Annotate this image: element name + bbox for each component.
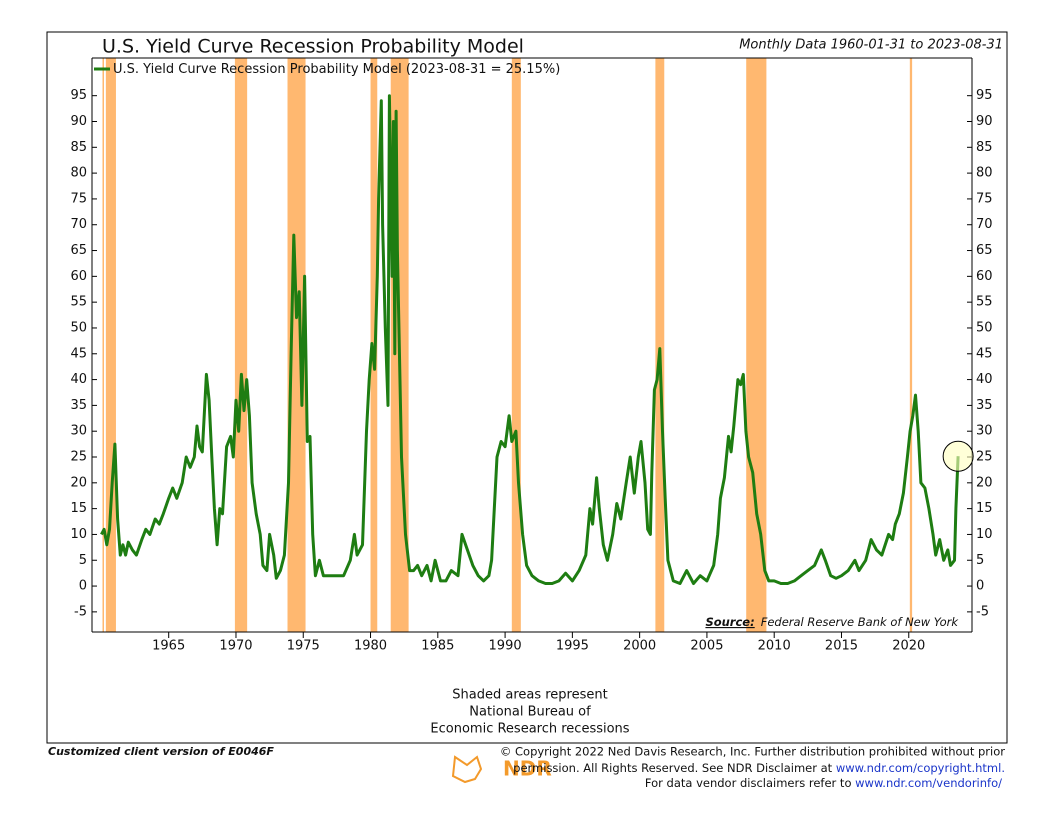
y-tick-label: 75 bbox=[70, 191, 87, 206]
note-line: National Bureau of bbox=[469, 705, 591, 720]
note-line: Shaded areas represent bbox=[452, 688, 607, 703]
vendor-text: For data vendor disclaimers refer to bbox=[645, 776, 852, 790]
y-tick-label: 30 bbox=[70, 424, 87, 439]
legend-label: U.S. Yield Curve Recession Probability M… bbox=[113, 62, 560, 77]
y-tick-label: 55 bbox=[70, 295, 87, 310]
y-tick-label: 95 bbox=[70, 88, 87, 103]
y2-tick-label: 75 bbox=[976, 191, 993, 206]
y2-tick-label: 30 bbox=[976, 424, 993, 439]
y2-tick-label: -5 bbox=[976, 604, 989, 619]
source-label: Source: bbox=[705, 615, 754, 629]
recession-band bbox=[287, 58, 306, 632]
x-tick-label: 2015 bbox=[825, 639, 858, 654]
y-tick-label: 25 bbox=[70, 450, 87, 465]
recession-band bbox=[234, 58, 248, 632]
note-line: Economic Research recessions bbox=[430, 722, 629, 737]
y-tick-label: 50 bbox=[70, 320, 87, 335]
legend-name: U.S. Yield Curve Recession Probability M… bbox=[113, 62, 402, 77]
x-tick-label: 1980 bbox=[354, 639, 387, 654]
y2-tick-label: 55 bbox=[976, 295, 993, 310]
y2-tick-label: 95 bbox=[976, 88, 993, 103]
legend-note: (2023-08-31 = 25.15%) bbox=[406, 62, 560, 77]
y-tick-label: 40 bbox=[70, 372, 87, 387]
y-tick-label: 10 bbox=[70, 527, 87, 542]
recession-band bbox=[105, 58, 116, 632]
x-tick-label: 1965 bbox=[152, 639, 185, 654]
y2-tick-label: 60 bbox=[976, 269, 993, 284]
permission: permission. All Rights Reserved. See NDR… bbox=[513, 761, 1005, 775]
logo-icon bbox=[451, 755, 483, 784]
y-tick-label: 0 bbox=[79, 579, 87, 594]
y-tick-label: 20 bbox=[70, 475, 87, 490]
y-tick-label: 35 bbox=[70, 398, 87, 413]
y2-tick-label: 65 bbox=[976, 243, 993, 258]
y2-tick-label: 20 bbox=[976, 475, 993, 490]
y2-tick-label: 50 bbox=[976, 320, 993, 335]
y-tick-label: 45 bbox=[70, 346, 87, 361]
y2-tick-label: 5 bbox=[976, 553, 984, 568]
last-value-highlight bbox=[942, 440, 974, 472]
frame bbox=[46, 31, 1008, 744]
x-tick-label: 1990 bbox=[489, 639, 522, 654]
y-tick-label: -5 bbox=[74, 604, 87, 619]
y-tick-label: 15 bbox=[70, 501, 87, 516]
recession-band bbox=[655, 58, 665, 632]
x-tick-label: 2005 bbox=[690, 639, 723, 654]
y2-tick-label: 80 bbox=[976, 166, 993, 181]
link[interactable]: www.ndr.com/copyright.html. bbox=[836, 761, 1005, 775]
y-tick-label: 80 bbox=[70, 166, 87, 181]
x-tick-label: 1995 bbox=[556, 639, 589, 654]
y2-tick-label: 90 bbox=[976, 114, 993, 129]
recession-band bbox=[909, 58, 913, 632]
permission-text: permission. All Rights Reserved. See NDR… bbox=[513, 761, 833, 775]
source: Source: Federal Reserve Bank of New York bbox=[705, 615, 959, 629]
x-tick-label: 2000 bbox=[623, 639, 656, 654]
x-tick-label: 1985 bbox=[421, 639, 454, 654]
recession-band bbox=[102, 58, 104, 632]
x-tick-label: 2010 bbox=[758, 639, 791, 654]
recession-band bbox=[511, 58, 521, 632]
x-tick-label: 1970 bbox=[219, 639, 252, 654]
y2-tick-label: 45 bbox=[976, 346, 993, 361]
x-tick-label: 2020 bbox=[892, 639, 925, 654]
y2-tick-label: 70 bbox=[976, 217, 993, 232]
recession-band bbox=[746, 58, 767, 632]
series-line bbox=[100, 94, 960, 585]
y2-tick-label: 40 bbox=[976, 372, 993, 387]
y-tick-label: 5 bbox=[79, 553, 87, 568]
vendor: For data vendor disclaimers refer to www… bbox=[645, 776, 1002, 790]
y2-tick-label: 0 bbox=[976, 579, 984, 594]
y2-tick-label: 25 bbox=[976, 450, 993, 465]
y-tick-label: 90 bbox=[70, 114, 87, 129]
y2-tick-label: 35 bbox=[976, 398, 993, 413]
logo-text: NDR bbox=[503, 757, 552, 781]
source-text: Federal Reserve Bank of New York bbox=[761, 615, 960, 629]
y-tick-label: 70 bbox=[70, 217, 87, 232]
y2-tick-label: 15 bbox=[976, 501, 993, 516]
chart-title: U.S. Yield Curve Recession Probability M… bbox=[102, 36, 524, 58]
y-tick-label: 60 bbox=[70, 269, 87, 284]
y-tick-label: 85 bbox=[70, 140, 87, 155]
subtitle: Monthly Data 1960-01-31 to 2023-08-31 bbox=[739, 38, 1003, 53]
link[interactable]: www.ndr.com/vendorinfo/ bbox=[855, 776, 1002, 790]
logo: NDR bbox=[451, 755, 552, 784]
copyright: © Copyright 2022 Ned Davis Research, Inc… bbox=[500, 745, 1005, 759]
y2-tick-label: 10 bbox=[976, 527, 993, 542]
y-tick-label: 65 bbox=[70, 243, 87, 258]
y2-tick-label: 85 bbox=[976, 140, 993, 155]
client-note: Customized client version of E0046F bbox=[48, 745, 274, 758]
x-tick-label: 1975 bbox=[287, 639, 320, 654]
